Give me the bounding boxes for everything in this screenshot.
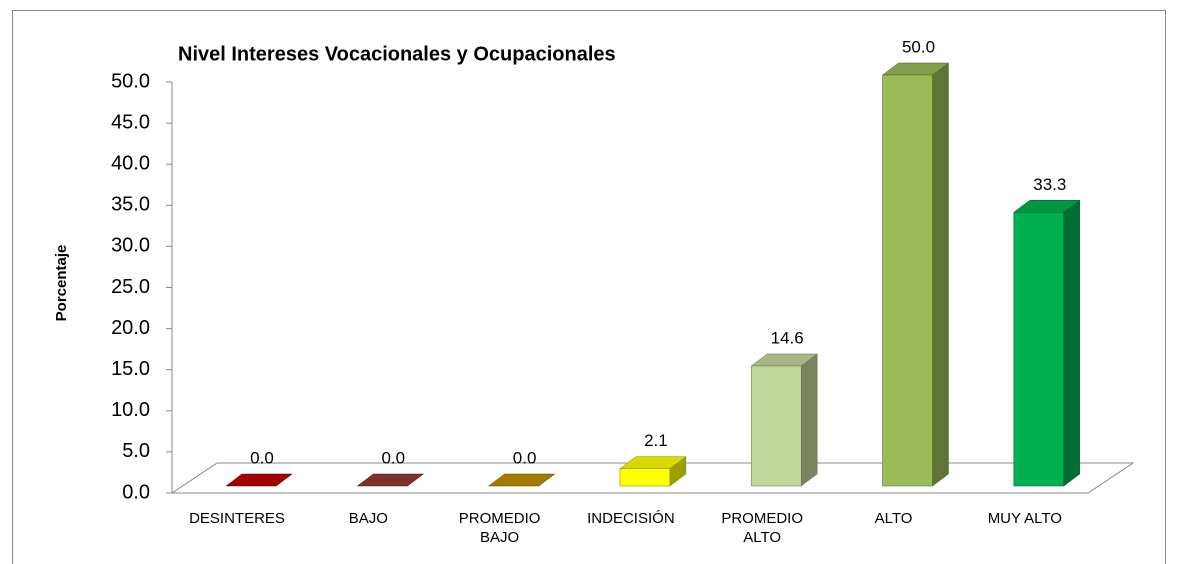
bar-top [225,473,293,487]
x-tick-label: MUY ALTO [988,510,1062,527]
y-axis-title: Porcentaje [53,245,70,322]
bar [1013,212,1065,487]
value-label: 0.0 [381,448,405,467]
y-tick-label: 5.0 [122,440,150,462]
x-tick-label: ALTO [875,510,913,527]
y-tick-label: 20.0 [111,317,150,339]
y-tick-label: 0.0 [122,481,150,503]
y-tick-label: 35.0 [111,194,150,216]
bar [750,365,802,487]
bar-top [356,473,425,487]
value-label: 33.3 [1033,175,1066,194]
x-tick-label: INDECISIÓN [587,510,675,527]
chart-title: Nivel Intereses Vocacionales y Ocupacion… [178,43,616,65]
x-tick-label: PROMEDIO BAJO [459,510,541,546]
value-label: 14.6 [771,328,804,347]
y-tick-label: 45.0 [111,111,150,133]
bar [882,74,933,487]
bar-side [932,62,949,487]
x-tick-label: PROMEDIO ALTO [721,510,803,546]
bar-side [1063,199,1081,487]
value-label: 0.0 [513,448,537,467]
y-tick-label: 30.0 [111,235,150,257]
y-tick-label: 40.0 [111,152,150,174]
y-tick-label: 25.0 [111,276,150,298]
value-label: 0.0 [250,448,274,467]
y-tick-label: 50.0 [111,70,150,92]
bar-side [800,353,818,487]
x-tick-label: BAJO [349,510,388,527]
value-label: 50.0 [902,37,935,56]
bar-top [487,473,556,487]
y-tick-label: 10.0 [111,399,150,421]
value-label: 2.1 [644,431,668,450]
x-tick-label: DESINTERES [189,510,285,527]
y-tick-label: 15.0 [111,358,150,380]
bar [619,468,671,487]
